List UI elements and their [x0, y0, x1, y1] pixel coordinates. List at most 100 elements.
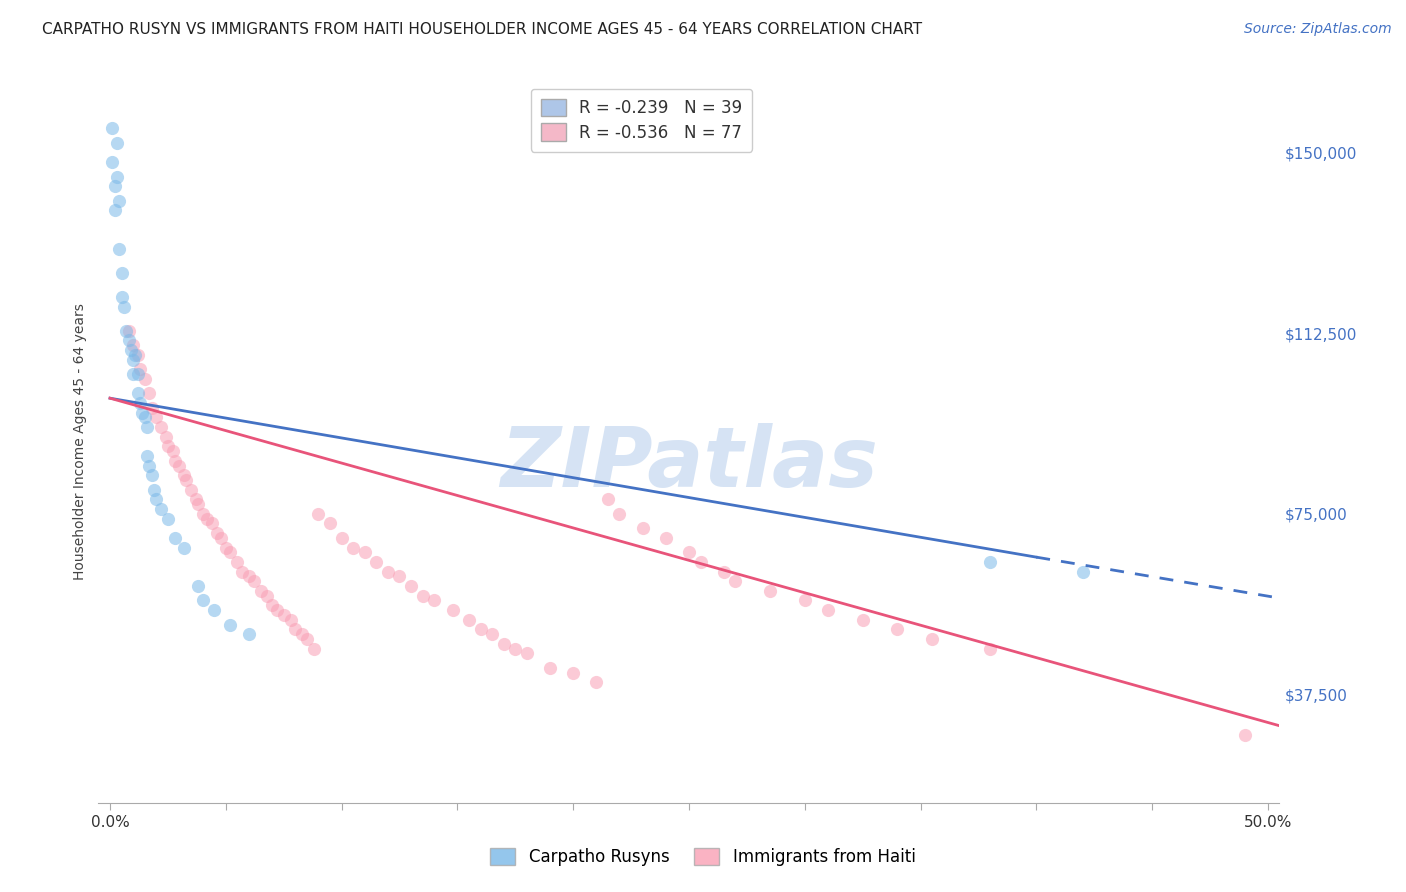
- Point: [238, 627, 260, 641]
- Point: [273, 607, 295, 622]
- Point: [162, 444, 184, 458]
- Point: [127, 367, 149, 381]
- Point: [342, 541, 364, 555]
- Text: ZIPatlas: ZIPatlas: [501, 423, 877, 504]
- Point: [817, 603, 839, 617]
- Point: [388, 569, 411, 583]
- Point: [219, 545, 242, 559]
- Point: [655, 531, 678, 545]
- Point: [127, 348, 149, 362]
- Point: [131, 406, 153, 420]
- Point: [105, 136, 128, 150]
- Point: [145, 410, 167, 425]
- Point: [399, 579, 422, 593]
- Point: [280, 613, 302, 627]
- Point: [852, 613, 875, 627]
- Point: [138, 386, 160, 401]
- Point: [205, 526, 228, 541]
- Point: [242, 574, 264, 589]
- Point: [149, 420, 172, 434]
- Point: [759, 583, 782, 598]
- Point: [458, 613, 481, 627]
- Point: [423, 593, 446, 607]
- Point: [108, 242, 131, 256]
- Point: [249, 583, 271, 598]
- Point: [110, 290, 132, 304]
- Point: [101, 155, 124, 169]
- Point: [366, 555, 388, 569]
- Point: [191, 507, 214, 521]
- Point: [516, 647, 538, 661]
- Point: [136, 420, 159, 434]
- Legend: Carpatho Rusyns, Immigrants from Haiti: Carpatho Rusyns, Immigrants from Haiti: [482, 840, 924, 875]
- Point: [115, 324, 138, 338]
- Point: [492, 637, 515, 651]
- Point: [187, 579, 209, 593]
- Point: [979, 555, 1001, 569]
- Point: [163, 454, 186, 468]
- Point: [117, 324, 139, 338]
- Point: [631, 521, 654, 535]
- Point: [238, 569, 260, 583]
- Point: [256, 589, 278, 603]
- Point: [713, 565, 735, 579]
- Point: [156, 439, 179, 453]
- Point: [319, 516, 342, 531]
- Point: [143, 483, 166, 497]
- Point: [173, 541, 195, 555]
- Point: [284, 623, 307, 637]
- Point: [141, 401, 163, 415]
- Point: [886, 623, 908, 637]
- Point: [127, 386, 149, 401]
- Point: [231, 565, 253, 579]
- Point: [105, 169, 128, 184]
- Point: [169, 458, 191, 473]
- Point: [596, 492, 619, 507]
- Text: CARPATHO RUSYN VS IMMIGRANTS FROM HAITI HOUSEHOLDER INCOME AGES 45 - 64 YEARS CO: CARPATHO RUSYN VS IMMIGRANTS FROM HAITI …: [42, 22, 922, 37]
- Y-axis label: Householder Income Ages 45 - 64 years: Householder Income Ages 45 - 64 years: [73, 303, 87, 580]
- Point: [138, 458, 160, 473]
- Point: [110, 266, 132, 280]
- Point: [122, 338, 145, 352]
- Point: [921, 632, 943, 646]
- Point: [122, 352, 145, 367]
- Point: [538, 661, 561, 675]
- Point: [129, 362, 152, 376]
- Legend: R = -0.239   N = 39, R = -0.536   N = 77: R = -0.239 N = 39, R = -0.536 N = 77: [531, 88, 752, 152]
- Point: [176, 473, 198, 487]
- Point: [191, 593, 214, 607]
- Point: [353, 545, 375, 559]
- Point: [1233, 728, 1256, 742]
- Point: [562, 665, 585, 680]
- Point: [585, 675, 607, 690]
- Point: [202, 603, 225, 617]
- Point: [330, 531, 353, 545]
- Point: [226, 555, 249, 569]
- Point: [291, 627, 314, 641]
- Point: [134, 410, 156, 425]
- Point: [112, 300, 135, 314]
- Point: [503, 641, 526, 656]
- Point: [124, 348, 146, 362]
- Point: [129, 396, 152, 410]
- Point: [302, 641, 325, 656]
- Point: [219, 617, 242, 632]
- Point: [163, 531, 186, 545]
- Point: [136, 449, 159, 463]
- Point: [689, 555, 711, 569]
- Point: [120, 343, 142, 357]
- Point: [678, 545, 700, 559]
- Point: [104, 179, 127, 194]
- Point: [201, 516, 224, 531]
- Point: [101, 121, 124, 136]
- Point: [412, 589, 434, 603]
- Point: [173, 468, 195, 483]
- Point: [1071, 565, 1094, 579]
- Point: [195, 511, 218, 525]
- Point: [117, 334, 139, 348]
- Point: [108, 194, 131, 208]
- Point: [180, 483, 202, 497]
- Point: [209, 531, 232, 545]
- Point: [134, 372, 156, 386]
- Point: [141, 468, 163, 483]
